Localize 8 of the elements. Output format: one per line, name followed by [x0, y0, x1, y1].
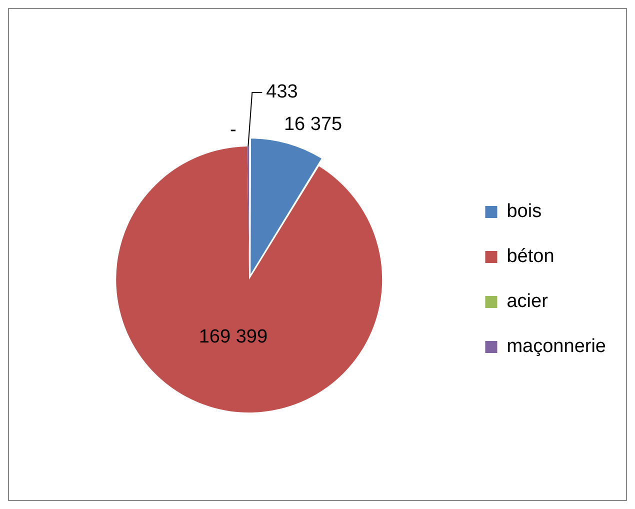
legend-label: béton [506, 246, 554, 268]
data-label: 16 375 [284, 114, 342, 135]
legend-label: maçonnerie [506, 336, 606, 358]
data-label: 169 399 [198, 326, 268, 348]
text: - [230, 120, 236, 141]
data-label: 433 [266, 82, 298, 103]
legend-label: acier [506, 291, 549, 312]
legend-label: bois [506, 201, 542, 222]
